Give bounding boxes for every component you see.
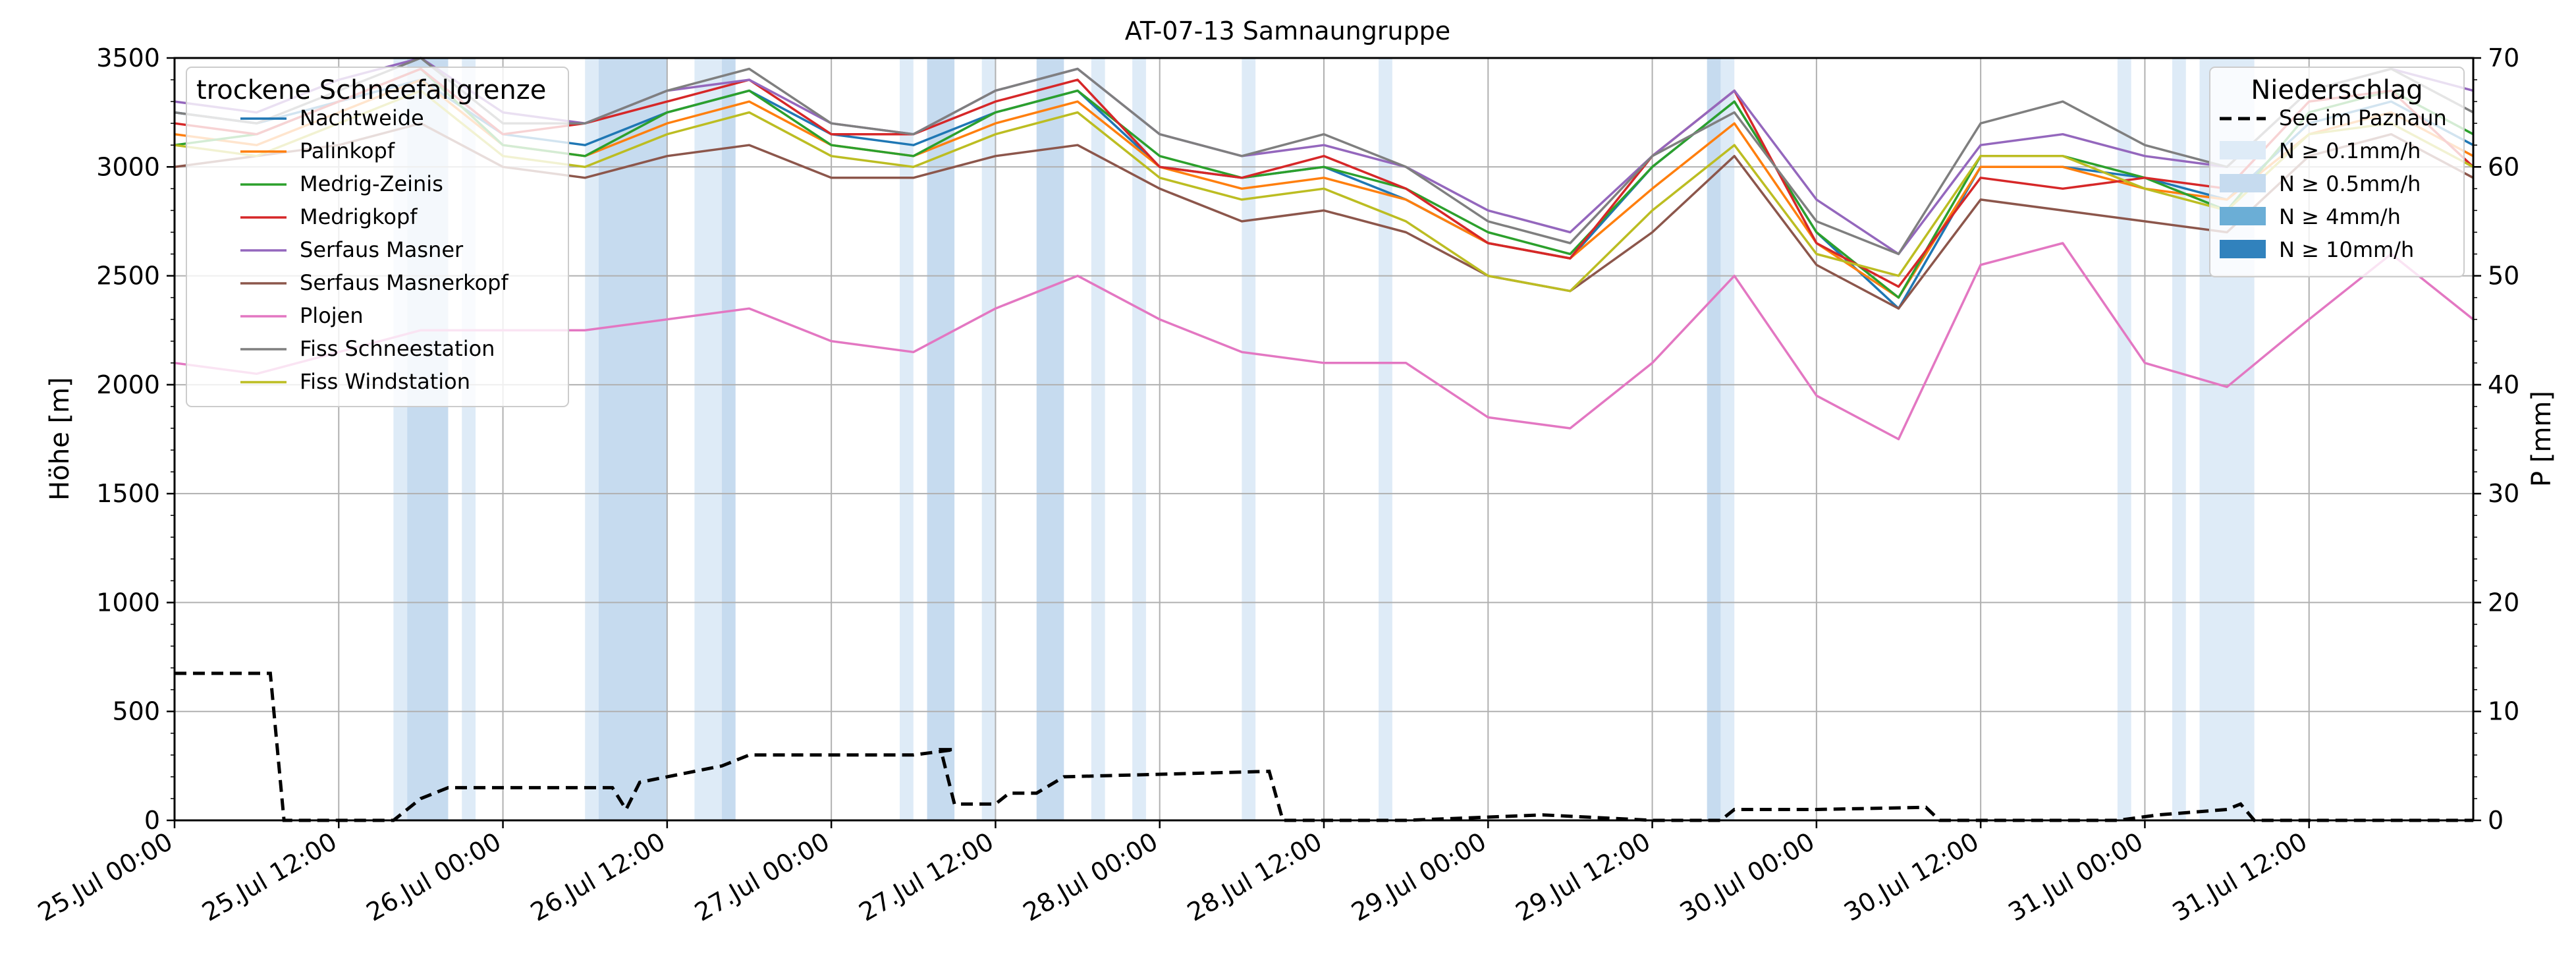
legend-left-label: Fiss Windstation (300, 369, 470, 394)
precip-band (721, 58, 736, 820)
y-tick-label-left: 3000 (96, 152, 160, 181)
precip-band (694, 58, 722, 820)
x-tick-label: 28.Jul 12:00 (1182, 827, 1327, 927)
precip-band (1379, 58, 1392, 820)
x-tick-label: 25.Jul 12:00 (197, 827, 341, 927)
precip-band (981, 58, 996, 820)
legend-right-swatch (2220, 240, 2266, 258)
x-tick-label: 25.Jul 00:00 (33, 827, 177, 927)
y-axis-label-left: Höhe [m] (45, 377, 75, 500)
y-axis-label-right: P [mm] (2527, 391, 2557, 487)
x-tick-label: 27.Jul 00:00 (690, 827, 834, 927)
precip-band (927, 58, 955, 820)
legend-left-label: Palinkopf (300, 138, 395, 163)
y-tick-label-left: 2500 (96, 262, 160, 291)
precip-band (2117, 58, 2131, 820)
legend-right-label: See im Paznaun (2279, 105, 2447, 130)
y-tick-label-right: 70 (2488, 43, 2519, 72)
legend-left-label: Fiss Schneestation (300, 336, 495, 361)
legend-left-label: Serfaus Masner (300, 237, 464, 262)
y-tick-label-right: 40 (2488, 370, 2519, 399)
y-tick-label-right: 20 (2488, 588, 2519, 617)
legend-right-swatch (2220, 207, 2266, 225)
legend-left-label: Medrig-Zeinis (300, 171, 443, 196)
y-tick-label-left: 1000 (96, 588, 160, 617)
y-tick-label-left: 500 (112, 697, 160, 726)
y-tick-label-left: 2000 (96, 370, 160, 399)
precip-band (1242, 58, 1256, 820)
x-tick-label: 29.Jul 12:00 (1511, 827, 1655, 927)
legend-right-label: N ≥ 0.1mm/h (2279, 138, 2421, 163)
precip-band (585, 58, 599, 820)
x-tick-label: 27.Jul 12:00 (854, 827, 999, 927)
legend-left-label: Nachtweide (300, 105, 424, 130)
y-tick-label-right: 10 (2488, 697, 2519, 726)
precip-band (900, 58, 914, 820)
legend-right-label: N ≥ 0.5mm/h (2279, 171, 2421, 196)
precip-band (1720, 58, 1735, 820)
legend-right-title: Niederschlag (2251, 75, 2423, 105)
x-tick-label: 31.Jul 12:00 (2168, 827, 2312, 927)
legend-right: Niederschlag See im Paznaun N ≥ 0.1mm/h N … (2209, 67, 2465, 277)
y-tick-label-right: 50 (2488, 262, 2519, 291)
x-tick-label: 29.Jul 00:00 (1346, 827, 1491, 927)
x-tick-label: 28.Jul 00:00 (1018, 827, 1163, 927)
x-tick-label: 26.Jul 00:00 (362, 827, 506, 927)
y-tick-label-right: 30 (2488, 479, 2519, 508)
y-tick-label-left: 3500 (96, 43, 160, 72)
precip-band (598, 58, 667, 820)
precip-band (2172, 58, 2186, 820)
x-tick-label: 31.Jul 00:00 (2004, 827, 2148, 927)
y-tick-label-left: 1500 (96, 479, 160, 508)
x-tick-label: 30.Jul 00:00 (1675, 827, 1819, 927)
precip-band (1132, 58, 1146, 820)
y-tick-label-right: 60 (2488, 152, 2519, 181)
precip-band (1707, 58, 1721, 820)
precip-band (1091, 58, 1105, 820)
y-tick-label-left: 0 (144, 806, 160, 835)
legend-left-label: Serfaus Masnerkopf (300, 270, 508, 295)
precip-band (1036, 58, 1064, 820)
legend-left-title: trockene Schneefallgrenze (196, 75, 546, 105)
y-tick-label-right: 0 (2488, 806, 2504, 835)
legend-left-label: Plojen (300, 303, 364, 328)
legend-left: trockene Schneefallgrenze Nachtweide Pali… (186, 67, 569, 407)
chart-title: AT-07-13 Samnaungruppe (1125, 16, 1450, 45)
x-tick-label: 26.Jul 12:00 (526, 827, 670, 927)
legend-left-label: Medrigkopf (300, 204, 418, 229)
legend-right-label: N ≥ 10mm/h (2279, 237, 2414, 262)
legend-right-label: N ≥ 4mm/h (2279, 204, 2401, 229)
legend-right-swatch (2220, 141, 2266, 159)
legend-right-swatch (2220, 174, 2266, 192)
x-tick-label: 30.Jul 12:00 (1839, 827, 1983, 927)
